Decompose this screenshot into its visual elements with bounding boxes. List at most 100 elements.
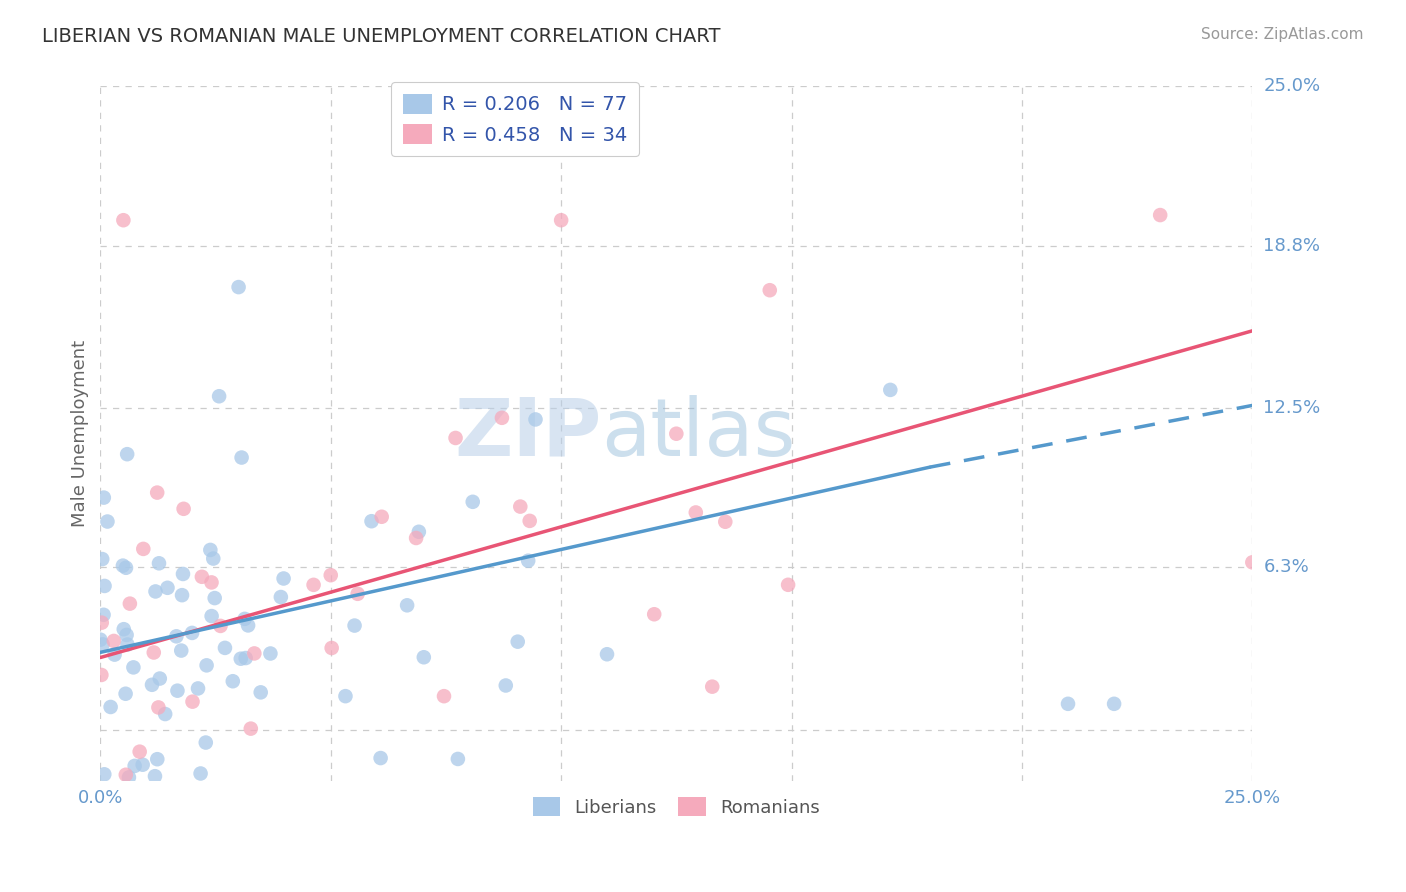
- Point: [519, 514, 541, 528]
- Point: [96, 515, 118, 529]
- Point: [201, 609, 224, 624]
- Point: [596, 647, 619, 661]
- Point: [1057, 697, 1080, 711]
- Point: [235, 651, 257, 665]
- Point: [524, 412, 547, 426]
- Point: [319, 568, 342, 582]
- Point: [149, 672, 172, 686]
- Point: [200, 575, 222, 590]
- Point: [360, 514, 382, 528]
- Point: [343, 618, 366, 632]
- Point: [98, 833, 121, 847]
- Point: [370, 509, 392, 524]
- Point: [461, 495, 484, 509]
- Point: [132, 541, 155, 556]
- Text: LIBERIAN VS ROMANIAN MALE UNEMPLOYMENT CORRELATION CHART: LIBERIAN VS ROMANIAN MALE UNEMPLOYMENT C…: [42, 27, 721, 45]
- Point: [166, 683, 188, 698]
- Point: [124, 759, 146, 773]
- Point: [93, 491, 115, 505]
- Point: [143, 769, 166, 783]
- Point: [335, 689, 357, 703]
- Legend: Liberians, Romanians: Liberians, Romanians: [526, 790, 827, 824]
- Point: [111, 558, 134, 573]
- Point: [141, 785, 163, 799]
- Point: [321, 640, 343, 655]
- Point: [412, 650, 434, 665]
- Point: [495, 678, 517, 692]
- Point: [879, 383, 901, 397]
- Point: [302, 578, 325, 592]
- Point: [249, 685, 271, 699]
- Point: [665, 426, 688, 441]
- Point: [153, 706, 176, 721]
- Point: [112, 622, 135, 636]
- Point: [148, 556, 170, 570]
- Point: [156, 581, 179, 595]
- Y-axis label: Male Unemployment: Male Unemployment: [72, 340, 89, 527]
- Point: [758, 283, 780, 297]
- Point: [103, 648, 125, 662]
- Point: [191, 570, 214, 584]
- Point: [214, 640, 236, 655]
- Point: [517, 554, 540, 568]
- Point: [93, 607, 115, 622]
- Point: [165, 629, 187, 643]
- Point: [222, 674, 245, 689]
- Point: [209, 619, 232, 633]
- Point: [231, 450, 253, 465]
- Point: [202, 551, 225, 566]
- Point: [243, 647, 266, 661]
- Point: [97, 814, 120, 828]
- Text: 18.8%: 18.8%: [1264, 237, 1320, 255]
- Point: [236, 618, 259, 632]
- Point: [233, 612, 256, 626]
- Point: [194, 735, 217, 749]
- Point: [148, 700, 170, 714]
- Point: [118, 597, 141, 611]
- Point: [115, 447, 138, 461]
- Point: [146, 752, 169, 766]
- Point: [115, 561, 138, 575]
- Point: [491, 410, 513, 425]
- Point: [1149, 208, 1171, 222]
- Point: [131, 757, 153, 772]
- Point: [128, 745, 150, 759]
- Point: [370, 751, 392, 765]
- Point: [273, 572, 295, 586]
- Point: [714, 515, 737, 529]
- Point: [346, 587, 368, 601]
- Point: [239, 722, 262, 736]
- Point: [434, 782, 457, 797]
- Point: [685, 506, 707, 520]
- Point: [1102, 697, 1125, 711]
- Point: [122, 660, 145, 674]
- Point: [195, 658, 218, 673]
- Point: [115, 628, 138, 642]
- Point: [408, 524, 430, 539]
- Point: [270, 590, 292, 604]
- Point: [93, 579, 115, 593]
- Text: 25.0%: 25.0%: [1264, 78, 1320, 95]
- Point: [142, 645, 165, 659]
- Point: [509, 500, 531, 514]
- Point: [146, 485, 169, 500]
- Point: [91, 552, 114, 566]
- Point: [181, 695, 204, 709]
- Text: atlas: atlas: [602, 395, 796, 473]
- Point: [114, 687, 136, 701]
- Point: [433, 689, 456, 703]
- Point: [208, 389, 231, 403]
- Point: [1241, 555, 1264, 569]
- Point: [778, 578, 800, 592]
- Point: [112, 213, 135, 227]
- Point: [145, 584, 167, 599]
- Point: [702, 680, 724, 694]
- Point: [187, 681, 209, 696]
- Point: [89, 632, 111, 647]
- Point: [190, 766, 212, 780]
- Point: [172, 566, 194, 581]
- Point: [103, 634, 125, 648]
- Point: [93, 767, 115, 781]
- Point: [90, 821, 112, 835]
- Text: ZIP: ZIP: [454, 395, 602, 473]
